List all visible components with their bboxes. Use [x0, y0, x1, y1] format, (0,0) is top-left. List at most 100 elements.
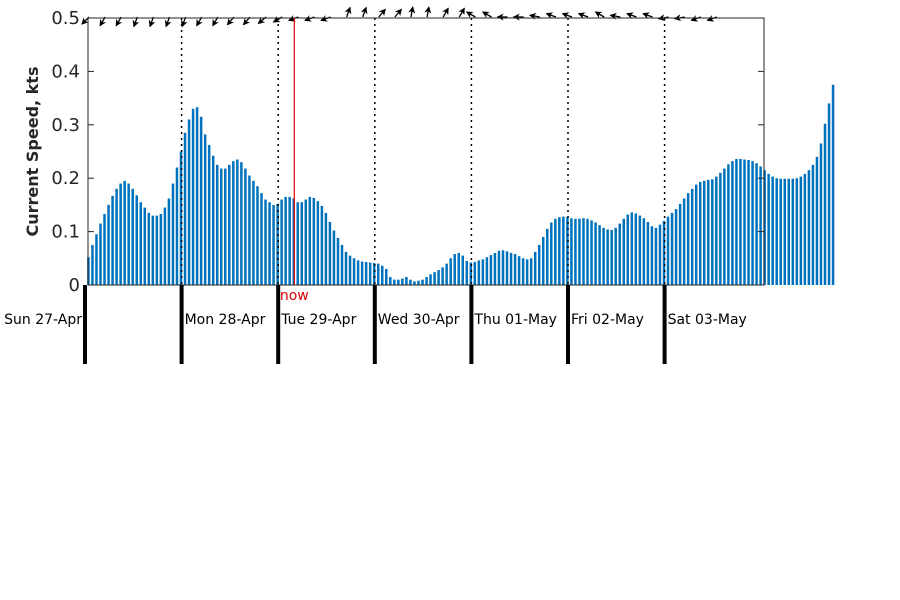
day-label: Thu 01-May [473, 312, 557, 328]
bar [678, 203, 682, 285]
bar [421, 279, 424, 285]
bar [155, 215, 159, 285]
bar [429, 274, 432, 285]
direction-arrow [528, 12, 540, 20]
arrow-head [257, 16, 266, 25]
bar [622, 218, 625, 285]
bar [95, 234, 98, 285]
arrow-head [458, 7, 465, 16]
direction-arrow [545, 12, 557, 19]
bar [348, 255, 352, 285]
day-axis: Sun 27-Apr Mon 28-Apr Tue 29-Apr Wed 30-Apr… [4, 285, 747, 364]
arrow-head [132, 19, 140, 28]
bar [646, 221, 650, 285]
arrow-head [272, 15, 281, 23]
bar [823, 123, 827, 285]
direction-arrow [272, 15, 283, 23]
bar [614, 227, 617, 285]
bar [779, 178, 782, 285]
bar [284, 196, 287, 285]
bar [723, 168, 726, 285]
bar [686, 193, 690, 285]
bar [119, 183, 122, 285]
now-label: now [280, 288, 309, 304]
day-label: Sun 27-Apr [4, 312, 82, 328]
arrow-head [512, 13, 520, 21]
direction-arrow [442, 7, 449, 18]
bar [690, 188, 694, 285]
y-tick-label: 0.5 [51, 8, 80, 29]
bar [352, 258, 356, 285]
bar [224, 168, 227, 285]
direction-arrow [287, 15, 299, 22]
day-separators [180, 18, 666, 285]
direction-arrow [226, 16, 235, 26]
bar [344, 251, 348, 285]
bar [360, 261, 364, 285]
bar [481, 259, 485, 285]
bar [441, 267, 444, 285]
y-axis-label: Current Speed, kts [23, 67, 42, 237]
direction-arrow [164, 16, 172, 28]
bar [811, 164, 815, 285]
bar [727, 164, 730, 285]
arrow-head [344, 6, 352, 15]
bar [433, 272, 436, 285]
bar [159, 213, 163, 285]
bar [312, 197, 316, 285]
bar [807, 170, 811, 285]
direction-arrow [304, 15, 315, 22]
y-tick-label: 0.4 [51, 61, 80, 82]
direction-arrow [394, 8, 402, 18]
bar [477, 260, 481, 285]
direction-arrow [212, 16, 219, 27]
day-label: Tue 29-Apr [280, 312, 356, 328]
bar [787, 178, 791, 285]
bar [417, 280, 420, 285]
bar [610, 230, 613, 285]
bar [465, 260, 469, 285]
arrow-head [424, 6, 432, 14]
bar [550, 222, 553, 285]
direction-arrow [424, 6, 432, 18]
bar [694, 184, 698, 285]
arrow-head [320, 15, 328, 22]
bar [135, 195, 138, 285]
bar [606, 229, 609, 285]
direction-arrow [512, 13, 524, 21]
bar [268, 202, 271, 285]
direction-arrow [577, 12, 589, 19]
bar [719, 172, 722, 285]
arrow-head [148, 19, 156, 28]
bar [127, 183, 130, 285]
arrow-head [115, 18, 123, 27]
arrow-head [394, 8, 402, 17]
bar [731, 161, 734, 285]
bar [409, 279, 412, 285]
direction-arrow [458, 7, 465, 18]
bar [819, 143, 823, 285]
day-label: Mon 28-Apr [185, 312, 266, 328]
day-label: Sat 03-May [668, 312, 747, 328]
arrow-head [706, 15, 715, 22]
bar [525, 259, 529, 285]
direction-arrow [496, 13, 508, 21]
bar [244, 168, 247, 285]
bar [187, 119, 191, 286]
bar [670, 212, 674, 285]
arrow-head [360, 6, 368, 15]
bar [163, 207, 167, 285]
bar [393, 279, 396, 285]
bar [598, 225, 601, 285]
direction-arrow [690, 15, 702, 22]
day-label: Fri 02-May [571, 312, 644, 328]
bar [364, 262, 368, 285]
bar [501, 250, 505, 285]
bar [489, 255, 493, 285]
bar [236, 159, 239, 285]
bar [558, 217, 561, 285]
bar [143, 207, 147, 285]
bar [115, 188, 118, 285]
bar [529, 258, 533, 285]
bar [203, 134, 207, 285]
